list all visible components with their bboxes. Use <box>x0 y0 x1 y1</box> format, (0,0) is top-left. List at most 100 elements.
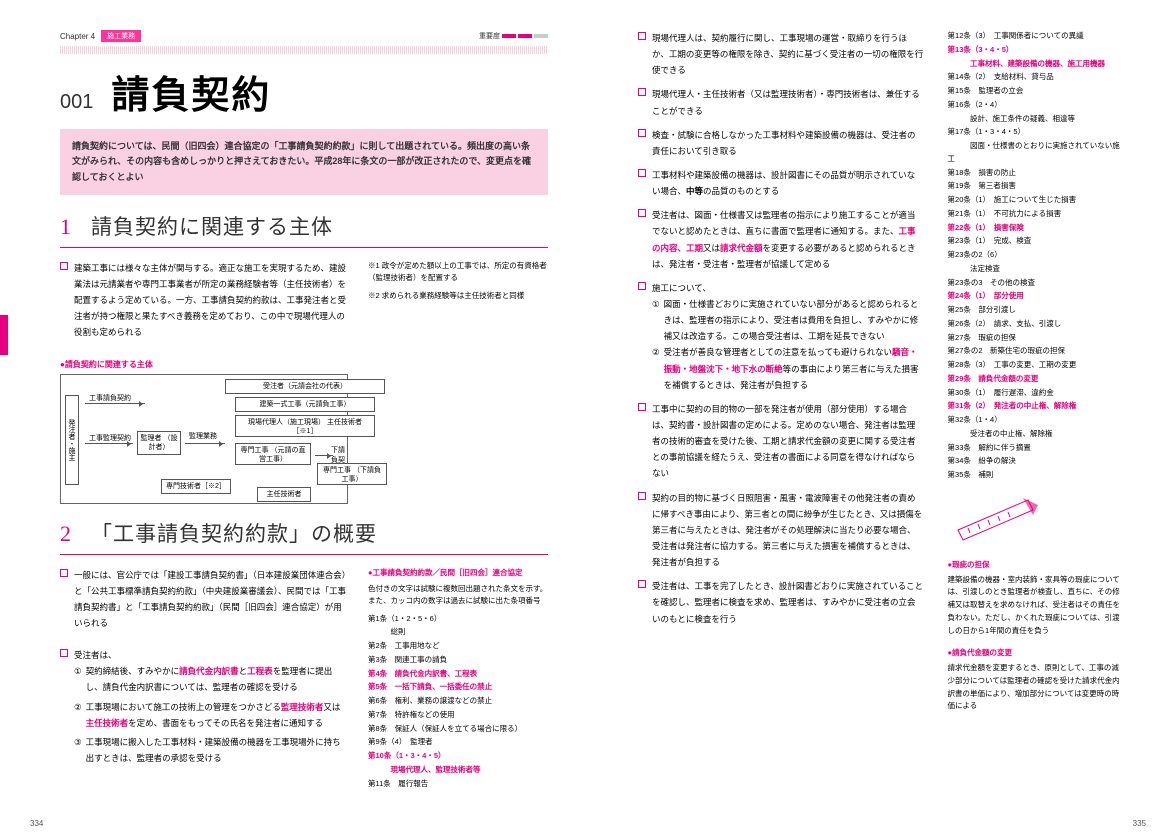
article-row: 第14条（2） 支給材料、貸与品 <box>948 71 1126 84</box>
chapter-bar: Chapter 4 施工業務 重要度 <box>60 30 548 42</box>
bullet-row: 検査・試験に合格しなかった工事材料や建築設備の機器は、受注者の責任において引き取… <box>638 127 924 159</box>
ruler-illustration <box>948 495 1038 545</box>
diagram-owner: 発注者・施主 <box>65 395 79 485</box>
diagram-sub-spec: 専門工事 （下請負工事） <box>317 463 387 485</box>
article-row: 法定検査 <box>948 263 1126 276</box>
bullet-row: 受注者は、図面・仕様書又は監理者の指示により施工することが適当でないと認めたとき… <box>638 207 924 272</box>
sec1-note1: ※1 政令が定めた額以上の工事では、所定の有資格者（監理技術者）を配置する <box>368 260 548 284</box>
checkbox-icon <box>638 169 646 177</box>
bullet-text: 現場代理人は、契約履行に関し、工事現場の運営・取締りを行うほか、工期の変更等の権… <box>652 30 924 78</box>
article-list-1: 第1条（1・2・5・6）総則第2条 工事用地など第3条 関連工事の請負第4条 請… <box>368 613 548 791</box>
article-row: 第23条の2（6） <box>948 249 1126 262</box>
article-row: 第23条（1） 完成、検査 <box>948 235 1126 248</box>
diagram-supervise-label: 工事監理契約 <box>89 433 131 443</box>
checkbox-icon <box>638 209 646 217</box>
importance: 重要度 <box>479 31 548 41</box>
article-row: 第31条（2） 発注者の中止権、解除権 <box>948 400 1126 413</box>
sec1-note2: ※2 求められる業務経験等は主任技術者と同様 <box>368 290 548 302</box>
section-1-title: 請負契約に関連する主体 <box>91 211 333 241</box>
checkbox-icon <box>60 569 68 577</box>
article-list-2: 第12条（3） 工事関係者についての異議第13条（3・4・5）工事材料、建築設備… <box>948 30 1126 482</box>
diagram-contract-label: 工事請負契約 <box>89 393 131 403</box>
diagram-supwork: 監理業務 <box>189 431 217 441</box>
article-row: 第3条 関連工事の請負 <box>368 654 548 667</box>
bullet-text: 受注者は、工事を完了したとき、設計図書どおりに実施されていることを確認し、監理者… <box>652 578 924 626</box>
article-number: 001 <box>60 91 93 114</box>
diagram-prime: 建築一式工事（元請負工事） <box>235 397 375 412</box>
checkbox-icon <box>638 88 646 96</box>
checkbox-icon <box>638 32 646 40</box>
checkbox-icon <box>638 580 646 588</box>
article-row: 第19条 第三者損害 <box>948 180 1126 193</box>
chapter-tag: 施工業務 <box>101 30 141 42</box>
list-item: ①契約締結後、すみやかに請負代金内訳書と工程表を監理者に提出し、請負代金内訳書に… <box>74 663 348 695</box>
section-1-main: 建築工事には様々な主体が関与する。適正な施工を実現するため、建設業法は元請業者や… <box>60 260 348 504</box>
importance-bar-1 <box>502 34 516 38</box>
checkbox-icon <box>638 129 646 137</box>
importance-bar-3 <box>534 34 548 38</box>
article-row: 第28条（3） 工事の変更、工期の変更 <box>948 359 1126 372</box>
arrow-2 <box>85 443 133 444</box>
side-lead: 色付きの文字は試験に複数回出題された条文を示す。また、カッコ内の数字は過去に試験… <box>368 583 548 607</box>
article-row: 第4条 請負代金内訳書、工程表 <box>368 668 548 681</box>
article-row: 第32条（1・4） <box>948 414 1126 427</box>
article-row: 第20条（1） 施工について生じた損害 <box>948 194 1126 207</box>
article-row: 第18条 損害の防止 <box>948 167 1126 180</box>
diagram-site-agent: 現場代理人（施工現場） 主任技術者［※1］ <box>235 415 375 437</box>
article-row: 第22条（1） 損害保険 <box>948 222 1126 235</box>
checkbox-icon <box>60 262 68 270</box>
bullet-row: 現場代理人は、契約履行に関し、工事現場の運営・取締りを行うほか、工期の変更等の権… <box>638 30 924 78</box>
checkbox-icon <box>638 492 646 500</box>
section-2-header: 2 「工事請負契約約款」の概要 <box>60 518 548 548</box>
right-cols: 現場代理人は、契約履行に関し、工事現場の運営・取締りを行うほか、工期の変更等の権… <box>638 30 1126 713</box>
page-number-left: 334 <box>30 819 43 828</box>
bullet-row: 工事中に契約の目的物の一部を発注者が使用（部分使用）する場合は、契約書・設計図書… <box>638 401 924 482</box>
right-page: 現場代理人は、契約履行に関し、工事現場の運営・取締りを行うほか、工期の変更等の権… <box>578 0 1176 838</box>
arrow-1 <box>85 403 145 404</box>
article-row: 第13条（3・4・5） <box>948 44 1126 57</box>
article-row: 第9条（4） 監理者 <box>368 736 548 749</box>
article-row: 総則 <box>368 626 548 639</box>
section-2-cols: 一般には、官公庁では「建設工事請負契約書」（日本建設業団体連合会）と「公共工事標… <box>60 567 548 792</box>
article-row: 第10条（1・3・4・5） <box>368 750 548 763</box>
article-row: 図面・仕様書のとおりに実施されていない施工 <box>948 140 1126 166</box>
diagram-orderer-rep: 受注者（元請会社の代表） <box>225 379 385 394</box>
article-row: 第17条（1・3・4・5） <box>948 126 1126 139</box>
bullet-row: 受注者は、工事を完了したとき、設計図書どおりに実施されていることを確認し、監理者… <box>638 578 924 626</box>
title-row: 001 請負契約 <box>60 64 548 119</box>
article-row: 第35条 補則 <box>948 469 1126 482</box>
article-row: 第26条（2） 請求、支払、引渡し <box>948 318 1126 331</box>
diagram-spec-tech: 専門技術者［※2］ <box>161 479 231 494</box>
page-title: 請負契約 <box>111 64 271 119</box>
page-number-right: 335 <box>1133 819 1146 828</box>
sec1-body: 建築工事には様々な主体が関与する。適正な施工を実現するため、建設業法は元請業者や… <box>74 260 348 341</box>
arrow-3 <box>185 443 225 444</box>
article-row: 第24条（1） 部分使用 <box>948 290 1126 303</box>
bullet-text: 工事材料や建築設備の機器は、設計図書にその品質が明示されていない場合、中等の品質… <box>652 167 924 199</box>
article-row: 第27条 瑕疵の担保 <box>948 332 1126 345</box>
article-row: 第2条 工事用地など <box>368 640 548 653</box>
article-row: 設計、施工条件の疑義、相違等 <box>948 113 1126 126</box>
diagram-spec-work: 専門工事 （元請の直営工事） <box>235 443 311 465</box>
section-1-side: ※1 政令が定めた額以上の工事では、所定の有資格者（監理技術者）を配置する ※2… <box>368 260 548 504</box>
article-row: 第30条（1） 履行遅滞、違約金 <box>948 387 1126 400</box>
article-row: 第12条（3） 工事関係者についての異議 <box>948 30 1126 43</box>
bullet-row: 施工について、①図面・仕様書どおりに実施されていない部分があると認められるときは… <box>638 280 924 393</box>
article-row: 第1条（1・2・5・6） <box>368 613 548 626</box>
right-side: 第12条（3） 工事関係者についての異議第13条（3・4・5）工事材料、建築設備… <box>948 30 1126 713</box>
section-2-side: ●工事請負契約約款／民間［旧四会］連合協定 色付きの文字は試験に複数回出題された… <box>368 567 548 792</box>
checkbox-icon <box>60 649 68 657</box>
article-row: 第34条 紛争の解決 <box>948 455 1126 468</box>
article-row: 第11条 履行報告 <box>368 778 548 791</box>
header-stripe <box>60 46 548 54</box>
bullet-text: 検査・試験に合格しなかった工事材料や建築設備の機器は、受注者の責任において引き取… <box>652 127 924 159</box>
section-2-main: 一般には、官公庁では「建設工事請負契約書」（日本建設業団体連合会）と「公共工事標… <box>60 567 348 792</box>
col-note-2: ●請負代金額の変更 請求代金額を変更するとき、原則として、工事の減少部分について… <box>948 647 1126 713</box>
diagram-sub-chief: 主任技術者 <box>257 487 311 502</box>
bullet-row: 工事材料や建築設備の機器は、設計図書にその品質が明示されていない場合、中等の品質… <box>638 167 924 199</box>
section-1-header: 1 請負契約に関連する主体 <box>60 211 548 241</box>
bullet-row: 現場代理人・主任技術者（又は監理技術者）・専門技術者は、兼任することができる <box>638 86 924 118</box>
article-row: 第6条 権利、業務の譲渡などの禁止 <box>368 695 548 708</box>
article-row: 第29条 請負代金額の変更 <box>948 373 1126 386</box>
col-note-1: ●瑕疵の担保 建築設備の機器・室内装飾・家具等の瑕疵については、引渡しのとき監理… <box>948 559 1126 638</box>
